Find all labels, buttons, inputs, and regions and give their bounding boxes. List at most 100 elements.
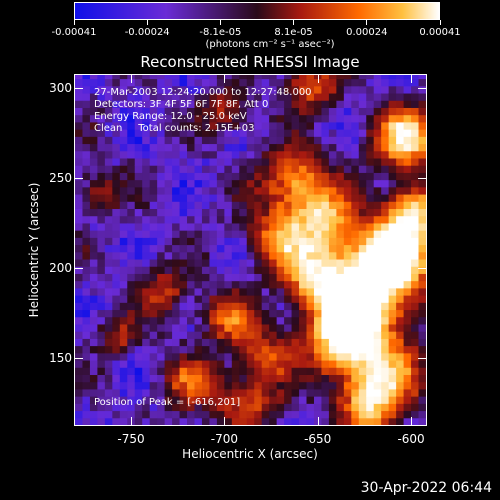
heatmap-cell [284,388,293,397]
annotation-time: 27-Mar-2003 12:24:20.000 to 12:27:48.000 [94,87,312,98]
heatmap-cell [418,266,426,274]
heatmap-cell [381,403,390,412]
heatmap-cell [157,323,166,332]
y-tick-mark [418,268,426,270]
heatmap-cell [284,222,293,231]
heatmap-cell [328,222,337,231]
heatmap-cell [119,85,128,94]
heatmap-cell [224,85,233,94]
heatmap-cell [366,143,375,152]
heatmap-cell [276,186,285,195]
heatmap-cell [284,396,293,404]
heatmap-cell [388,75,397,80]
heatmap-cell [336,136,345,145]
heatmap-cell [418,107,426,116]
heatmap-cell [127,179,136,188]
heatmap-cell [216,287,225,296]
heatmap-cell [89,107,98,116]
heatmap-cell [104,75,113,80]
heatmap-cell [104,165,113,173]
heatmap-cell [328,107,337,116]
heatmap-cell [313,143,322,152]
heatmap-cell [239,396,248,404]
heatmap-cell [164,244,173,253]
heatmap-cell [366,194,375,202]
heatmap-cell [201,215,210,224]
heatmap-cell [358,194,367,202]
heatmap-cell [336,194,345,202]
heatmap-cell [179,352,188,361]
heatmap-cell [276,360,285,368]
heatmap-cell [231,287,240,296]
heatmap-cell [104,316,113,325]
heatmap-cell [411,186,420,195]
heatmap-cell [164,85,173,94]
heatmap-cell [201,403,210,412]
heatmap-cell [254,338,263,347]
heatmap-cell [187,100,195,108]
heatmap-cell [411,93,420,101]
heatmap-cell [299,302,308,311]
heatmap-cell [276,352,285,361]
heatmap-cell [411,352,420,361]
heatmap-cell [104,251,113,260]
heatmap-cell [343,121,352,130]
heatmap-cell [142,302,151,311]
heatmap-cell [216,323,225,332]
heatmap-cell [336,244,345,253]
heatmap-cell [269,280,278,289]
heatmap-cell [97,143,106,152]
heatmap-cell [89,410,98,419]
heatmap-cell [396,157,405,166]
heatmap-cell [194,201,203,210]
heatmap-cell [306,309,315,318]
heatmap-cell [351,75,360,80]
x-tick-label: -600 [397,432,425,446]
heatmap-cell [201,93,210,101]
heatmap-cell [358,367,367,375]
heatmap-cell [396,374,405,383]
heatmap-cell [336,280,345,289]
chart-title: Reconstructed RHESSI Image [140,53,360,71]
heatmap-cell [373,230,382,238]
heatmap-cell [373,129,382,137]
heatmap-cell [164,251,173,260]
heatmap-cell [328,201,337,210]
heatmap-cell [254,222,263,231]
heatmap-cell [89,287,98,296]
heatmap-cell [261,280,270,289]
heatmap-cell [89,201,98,210]
heatmap-cell [328,85,337,94]
heatmap-cell [291,367,300,375]
heatmap-cell [411,129,420,137]
heatmap-cell [396,410,405,419]
heatmap-cell [134,316,143,325]
heatmap-cell [172,388,181,397]
heatmap-cell [82,150,91,159]
heatmap-cell [254,208,263,217]
heatmap-cell [418,136,426,145]
heatmap-cell [75,93,83,101]
heatmap-cell [381,302,390,311]
heatmap-cell [388,295,397,303]
heatmap-cell [403,129,412,137]
heatmap-cell [261,100,270,108]
heatmap-cell [134,222,143,231]
heatmap-cell [224,345,233,354]
heatmap-cell [246,410,255,419]
heatmap-cell [328,316,337,325]
heatmap-cell [351,121,360,130]
heatmap-cell [127,287,136,296]
heatmap-cell [239,417,248,425]
heatmap-cell [381,230,390,238]
heatmap-cell [328,367,337,375]
heatmap-cell [187,410,195,419]
heatmap-cell [201,381,210,390]
heatmap-cell [254,316,263,325]
heatmap-cell [276,323,285,332]
heatmap-cell [134,107,143,116]
heatmap-cell [343,360,352,368]
heatmap-cell [134,352,143,361]
heatmap-cell [172,323,181,332]
heatmap-cell [306,316,315,325]
